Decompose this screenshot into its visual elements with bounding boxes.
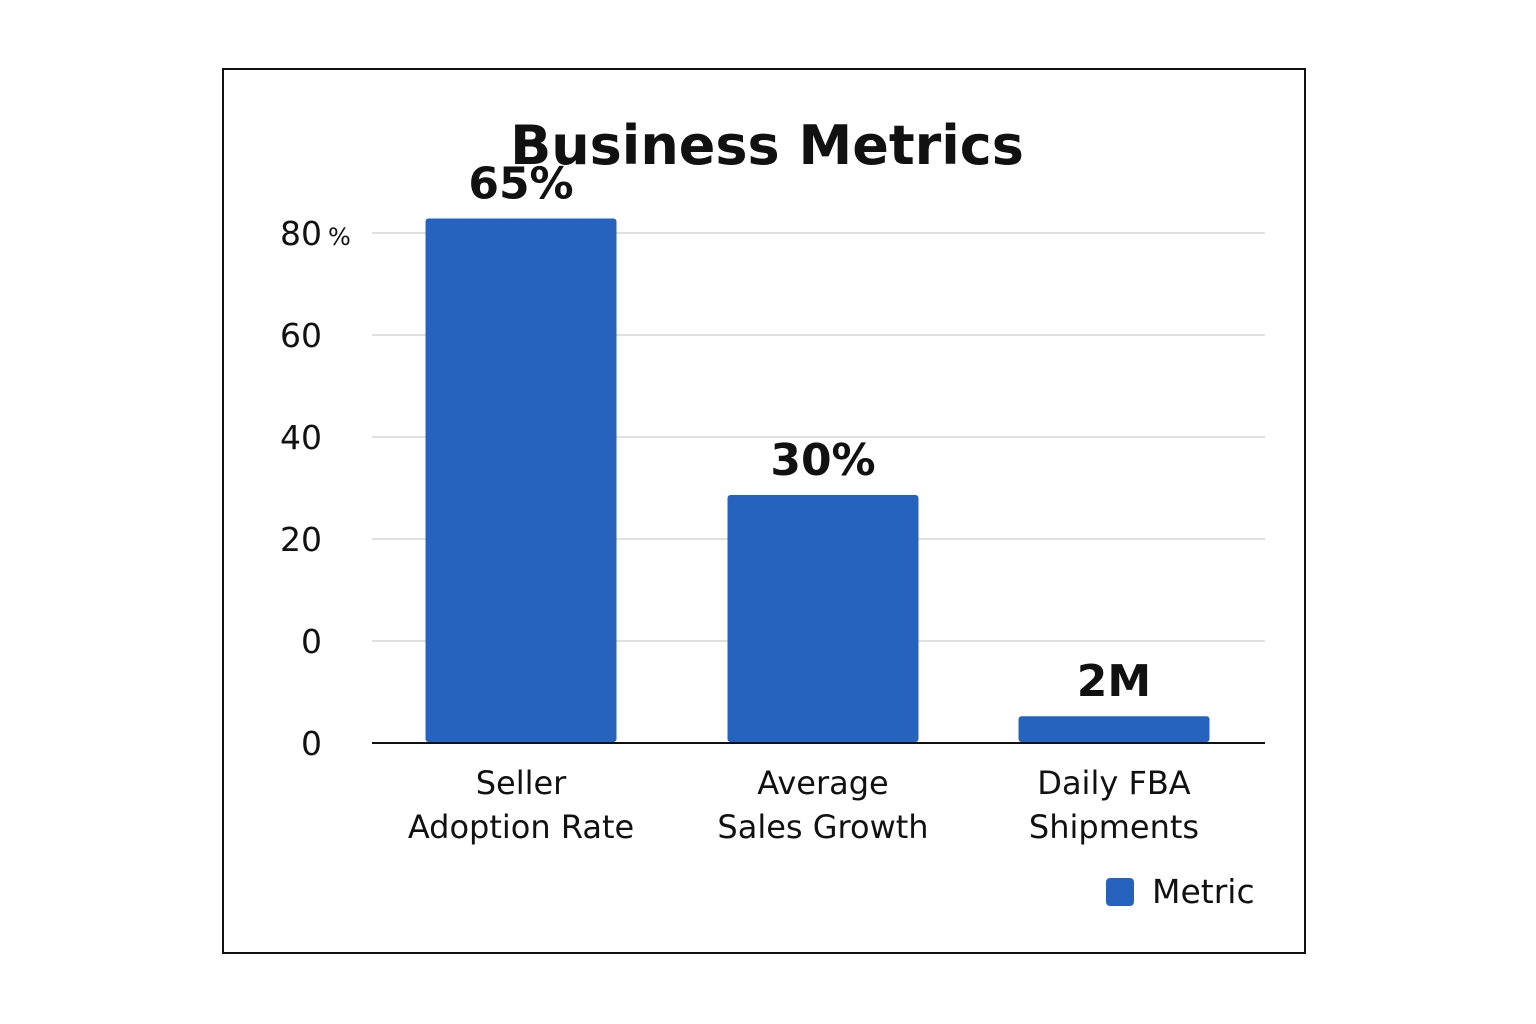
y-tick-label: 80 bbox=[280, 214, 322, 253]
y-tick-label: 0 bbox=[301, 724, 322, 763]
bar bbox=[425, 218, 617, 742]
chart-frame: Business Metrics 80% 60 40 20 0 0 65% 30% 2M Se… bbox=[222, 68, 1306, 954]
x-category-label: Average Sales Growth bbox=[717, 764, 928, 846]
bar-value-label: 2M bbox=[1077, 656, 1151, 707]
y-tick-label: 60 bbox=[280, 316, 322, 355]
bar-value-label: 30% bbox=[770, 435, 875, 486]
y-tick-label: 0 bbox=[301, 622, 322, 661]
y-axis-tick-labels: 80 % 60 40 20 0 0 bbox=[280, 214, 351, 763]
bar bbox=[1018, 716, 1210, 742]
legend-swatch bbox=[1106, 878, 1134, 906]
chart-title: Business Metrics bbox=[510, 114, 1024, 177]
bars bbox=[425, 218, 1210, 742]
x-category-label: Daily FBA Shipments bbox=[1029, 764, 1199, 846]
legend-label: Metric bbox=[1152, 872, 1255, 911]
bar-value-labels: 65% 30% 2M bbox=[468, 159, 1151, 708]
y-tick-label: 40 bbox=[280, 418, 322, 457]
y-tick-label: 20 bbox=[280, 520, 322, 559]
x-category-label: Seller Adoption Rate bbox=[408, 764, 634, 846]
y-unit-label: % bbox=[328, 223, 351, 251]
bar-chart: Business Metrics 80 % 60 40 20 0 0 65% 30% 2M Se… bbox=[280, 114, 1265, 911]
bar bbox=[727, 495, 919, 742]
bar-value-label: 65% bbox=[468, 159, 573, 210]
x-axis-category-labels: Seller Adoption Rate Average Sales Growth Da… bbox=[408, 764, 1199, 846]
legend: Metric bbox=[1106, 872, 1255, 911]
